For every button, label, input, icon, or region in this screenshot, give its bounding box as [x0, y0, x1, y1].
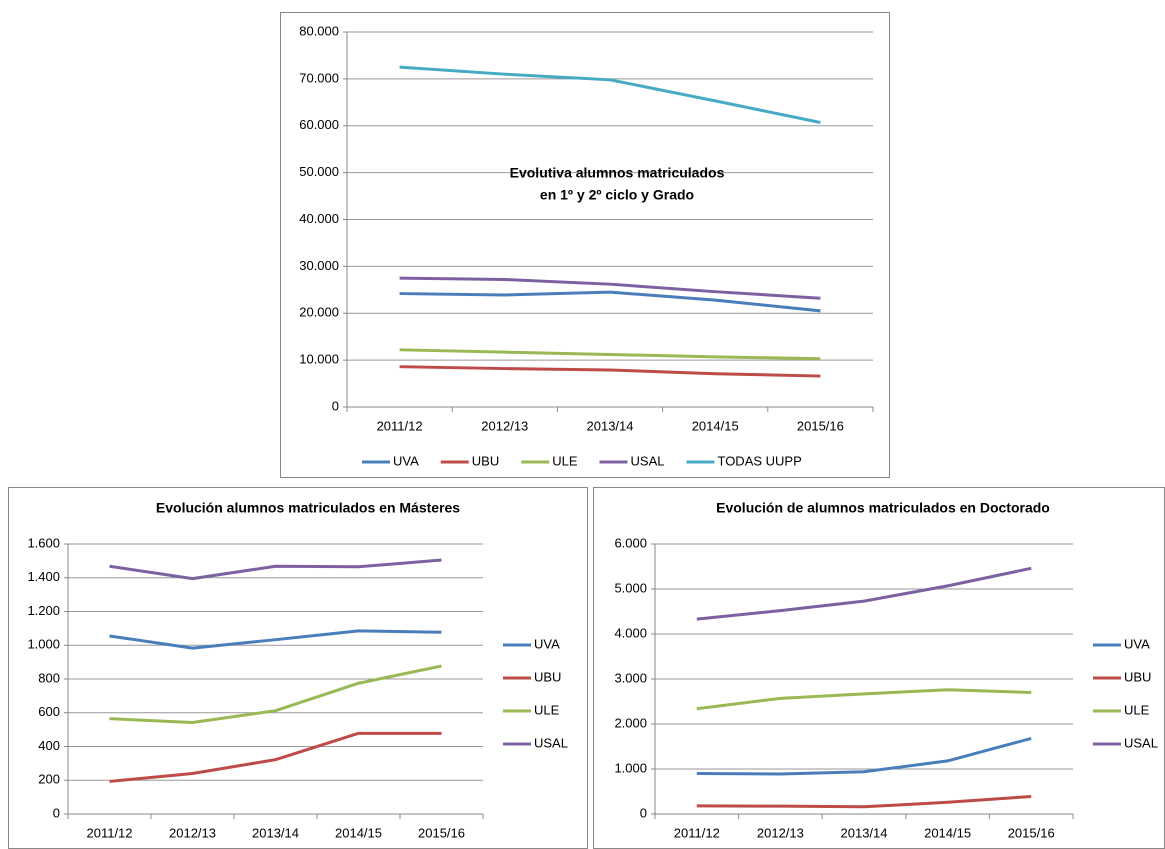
legend-label: UBU — [472, 453, 499, 468]
y-tick-label: 30.000 — [299, 258, 339, 273]
series-line — [696, 688, 1032, 711]
series-line — [399, 65, 821, 124]
y-tick-label: 0 — [332, 398, 339, 413]
y-tick-label: 600 — [38, 704, 60, 719]
legend-label: ULE — [552, 453, 578, 468]
x-tick-label: 2014/15 — [692, 418, 739, 433]
y-tick-label: 1.200 — [27, 603, 60, 618]
x-tick-label: 2014/15 — [924, 825, 971, 840]
y-tick-label: 60.000 — [299, 117, 339, 132]
x-tick-label: 2015/16 — [797, 418, 844, 433]
y-tick-label: 1.600 — [27, 535, 60, 550]
y-tick-label: 5.000 — [614, 580, 647, 595]
y-tick-label: 0 — [640, 805, 647, 820]
series-line — [696, 736, 1032, 776]
y-tick-label: 0 — [53, 805, 60, 820]
x-tick-label: 2013/14 — [841, 825, 888, 840]
series-line — [399, 348, 821, 361]
legend-label: USAL — [631, 453, 665, 468]
legend-label: TODAS UUPP — [717, 453, 801, 468]
y-tick-label: 10.000 — [299, 352, 339, 367]
x-tick-label: 2011/12 — [377, 418, 423, 433]
legend-label: UVA — [393, 453, 419, 468]
series-line — [109, 731, 442, 783]
series-line — [399, 290, 821, 313]
chart-title: en 1º y 2º ciclo y Grado — [540, 187, 694, 203]
chart-border — [593, 487, 1165, 849]
y-tick-label: 2.000 — [614, 715, 647, 730]
series-line — [399, 276, 821, 300]
series-line — [399, 365, 821, 378]
chart: 0 200 400 600 800 1.000 1.200 1.400 1.600 2011/12… — [8, 487, 588, 849]
chart-title: Evolutiva alumnos matriculados — [510, 165, 725, 181]
y-tick-label: 1.000 — [614, 760, 647, 775]
series-line — [696, 794, 1032, 809]
x-tick-label: 2015/16 — [418, 825, 465, 840]
x-tick-label: 2011/12 — [86, 825, 132, 840]
chart: 0 10.000 20.000 30.000 40.000 50.000 60.000 70.… — [280, 12, 890, 478]
chart-title: Evolución alumnos matriculados en Máster… — [156, 500, 460, 516]
x-tick-label: 2012/13 — [757, 825, 804, 840]
legend-label: USAL — [534, 735, 568, 750]
y-tick-label: 4.000 — [614, 625, 647, 640]
x-tick-label: 2011/12 — [674, 825, 720, 840]
legend-label: UBU — [534, 669, 561, 684]
y-tick-label: 200 — [38, 772, 60, 787]
legend-label: UVA — [534, 636, 560, 651]
series-line — [109, 558, 442, 581]
y-tick-label: 3.000 — [614, 670, 647, 685]
legend-label: ULE — [1124, 702, 1150, 717]
legend-label: UBU — [1124, 669, 1151, 684]
series-line — [109, 664, 442, 725]
chart: 0 1.000 2.000 3.000 4.000 5.000 6.000 2011/12 20… — [593, 487, 1165, 849]
y-tick-label: 1.400 — [27, 569, 60, 584]
series-line — [109, 629, 442, 650]
y-tick-label: 1.000 — [27, 637, 60, 652]
y-tick-label: 40.000 — [299, 211, 339, 226]
legend-label: ULE — [534, 702, 560, 717]
x-tick-label: 2013/14 — [252, 825, 299, 840]
x-tick-label: 2012/13 — [169, 825, 216, 840]
x-tick-label: 2012/13 — [481, 418, 528, 433]
x-tick-label: 2013/14 — [587, 418, 634, 433]
y-tick-label: 80.000 — [299, 23, 339, 38]
x-tick-label: 2014/15 — [335, 825, 382, 840]
series-line — [696, 566, 1032, 621]
y-tick-label: 400 — [38, 738, 60, 753]
legend-label: UVA — [1124, 636, 1150, 651]
chart-title: Evolución de alumnos matriculados en Doc… — [716, 500, 1050, 516]
y-tick-label: 50.000 — [299, 164, 339, 179]
y-tick-label: 6.000 — [614, 535, 647, 550]
chart-border — [280, 12, 890, 478]
y-tick-label: 800 — [38, 670, 60, 685]
chart-border — [8, 487, 588, 849]
y-tick-label: 70.000 — [299, 70, 339, 85]
legend-label: USAL — [1124, 735, 1158, 750]
x-tick-label: 2015/16 — [1008, 825, 1055, 840]
y-tick-label: 20.000 — [299, 305, 339, 320]
